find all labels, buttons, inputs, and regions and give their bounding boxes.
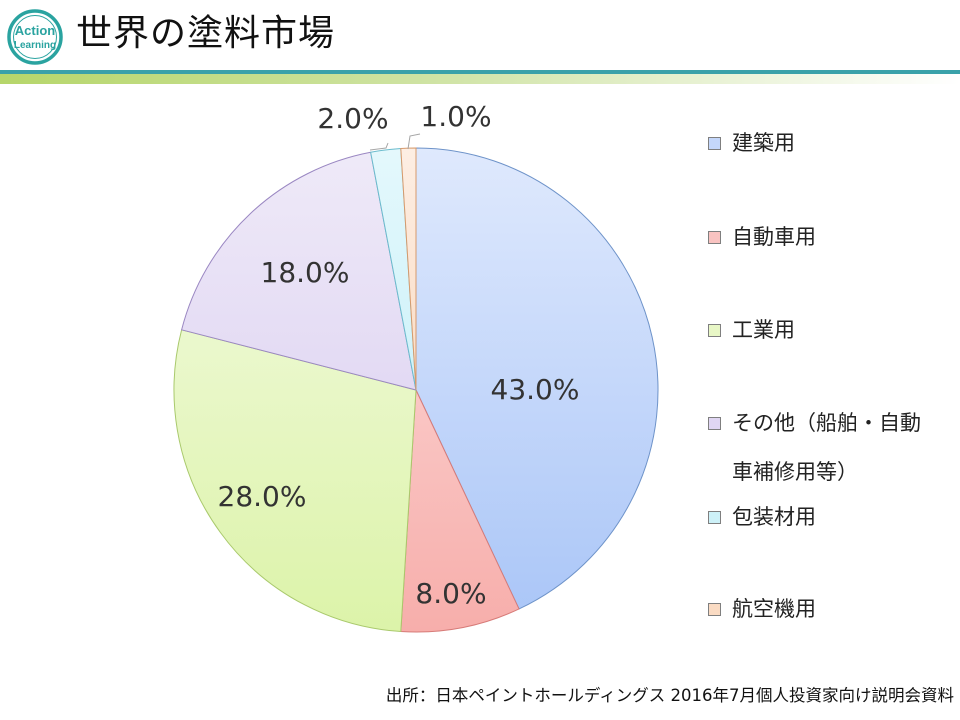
legend-swatch-aerospace — [708, 603, 721, 616]
pie-slice-automotive — [400, 389, 520, 633]
logo-text-learning: Learning — [14, 40, 56, 51]
data-label-automotive: 8.0% — [415, 577, 486, 610]
data-label-other: 18.0% — [261, 256, 350, 289]
legend-swatch-automotive — [708, 231, 721, 244]
data-label-architectural: 43.0% — [491, 373, 580, 406]
page-title: 世界の塗料市場 — [76, 13, 336, 54]
legend-label: 自動車用 — [732, 225, 816, 249]
header-divider — [0, 70, 960, 84]
logo-text-action: Action — [15, 23, 56, 38]
legend-label: 工業用 — [732, 318, 795, 342]
legend-label: 包装材用 — [732, 505, 816, 529]
legend-swatch-industrial — [708, 324, 721, 337]
pie-slice-architectural — [415, 147, 659, 610]
pie-chart: 43.0% 8.0% 28.0% 18.0% 2.0% 1.0% — [173, 100, 659, 633]
legend-label-continued: 車補修用等） — [732, 460, 858, 484]
legend-swatch-architectural — [708, 137, 721, 150]
legend-swatch-packaging — [708, 511, 721, 524]
data-label-aerospace: 1.0% — [420, 100, 491, 133]
data-label-industrial: 28.0% — [218, 480, 307, 513]
legend-label: その他（船舶・自動 — [732, 411, 921, 435]
legend-swatch-other — [708, 417, 721, 430]
pie-slice-industrial — [173, 329, 417, 633]
leader-line-aerospace — [407, 133, 421, 150]
leader-line-packaging — [369, 142, 389, 151]
pie-slice-other — [180, 151, 417, 391]
action-learning-logo: Action Learning — [7, 9, 63, 65]
data-label-packaging: 2.0% — [317, 102, 388, 135]
source-citation: 出所：日本ペイントホールディングス 2016年7月個人投資家向け説明会資料 — [385, 686, 954, 705]
legend-label: 航空機用 — [732, 597, 816, 621]
legend-label: 建築用 — [732, 131, 795, 155]
